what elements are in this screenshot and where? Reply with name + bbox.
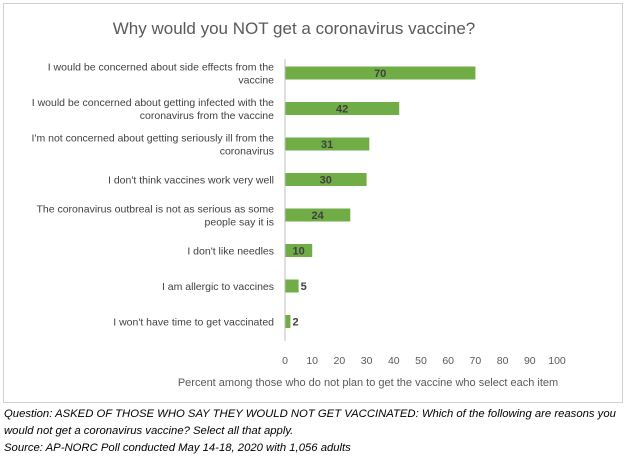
x-tick-label: 50	[415, 355, 427, 367]
bar	[285, 279, 299, 293]
question-note-line-2: would not get a coronavirus vaccine? Sel…	[4, 425, 294, 437]
bar-chart: Why would you NOT get a coronavirus vacc…	[32, 19, 566, 389]
value-label: 2	[292, 317, 298, 329]
bars-layer: I would be concerned about side effects …	[32, 62, 476, 329]
value-label: 31	[321, 139, 333, 151]
value-label: 30	[320, 175, 332, 187]
x-tick-label: 20	[334, 355, 346, 367]
chart-frame: Why would you NOT get a coronavirus vacc…	[3, 3, 623, 403]
question-note-line-1: Question: ASKED OF THOSE WHO SAY THEY WO…	[4, 408, 616, 420]
x-axis-title: Percent among those who do not plan to g…	[178, 377, 558, 389]
value-label: 24	[312, 210, 325, 222]
x-tick-label: 10	[306, 355, 318, 367]
x-tick-label: 90	[524, 355, 536, 367]
x-tick-label: 80	[497, 355, 509, 367]
category-label: I would be concerned about getting infec…	[32, 97, 274, 122]
value-label: 5	[301, 281, 307, 293]
bar	[285, 102, 400, 115]
bar	[285, 137, 370, 151]
category-label: I am allergic to vaccines	[162, 281, 274, 293]
value-label: 10	[292, 246, 304, 258]
category-label: I'm not concerned about getting seriousl…	[32, 133, 275, 158]
x-tick-label: 60	[442, 355, 454, 367]
x-tick-label: 70	[470, 355, 482, 367]
bar	[285, 208, 351, 222]
chart-title: Why would you NOT get a coronavirus vacc…	[113, 19, 476, 38]
source-note: Source: AP-NORC Poll conducted May 14-18…	[4, 442, 351, 454]
chart-notes: Question: ASKED OF THOSE WHO SAY THEY WO…	[4, 406, 629, 457]
category-label: I would be concerned about side effects …	[48, 62, 274, 87]
x-tick-label: 40	[388, 355, 400, 367]
bar	[285, 315, 291, 328]
x-tick-label: 100	[548, 355, 566, 367]
category-label: I don't think vaccines work very well	[108, 175, 274, 187]
bar	[285, 244, 313, 257]
bar	[285, 173, 367, 186]
category-label: I don't like needles	[187, 246, 274, 258]
x-axis-ticks: 0 10 20 30 40 50 60 70 80 90 100	[282, 355, 566, 367]
bar	[285, 66, 476, 80]
x-tick-label: 0	[282, 355, 288, 367]
category-label: The coronavirus outbreal is not as serio…	[36, 204, 274, 229]
value-label: 42	[336, 104, 348, 116]
x-tick-label: 30	[361, 355, 373, 367]
value-label: 70	[374, 68, 386, 80]
category-label: I won't have time to get vaccinated	[113, 317, 274, 329]
